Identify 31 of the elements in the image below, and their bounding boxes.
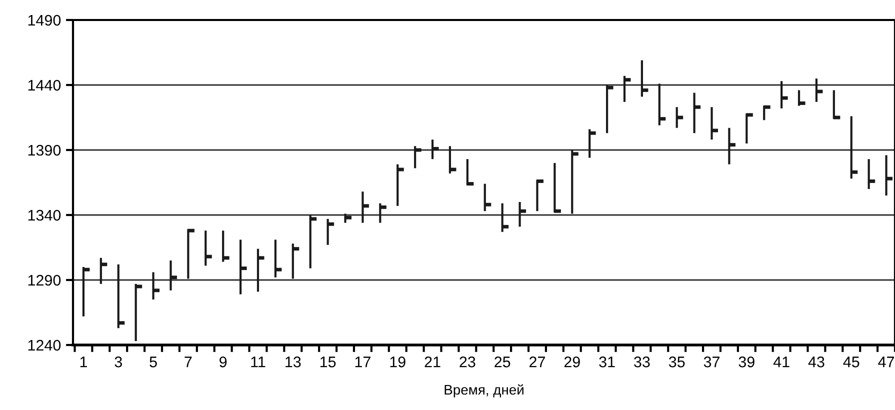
y-tick-label: 1390 xyxy=(28,144,61,156)
x-tick-label: 43 xyxy=(808,356,824,368)
x-tick-label: 45 xyxy=(843,356,860,368)
y-tick-label: 1290 xyxy=(28,274,61,286)
x-tick-label: 37 xyxy=(704,356,720,368)
x-tick-label: 33 xyxy=(634,356,650,368)
x-tick-label: 23 xyxy=(460,356,476,368)
x-tick-label: 17 xyxy=(355,356,370,368)
y-tick-label: 1340 xyxy=(28,210,61,221)
x-tick-label: 39 xyxy=(738,356,754,368)
y-tick-label: 1440 xyxy=(28,80,61,91)
x-tick-label: 1 xyxy=(80,356,87,368)
x-tick-label: 41 xyxy=(773,356,790,368)
x-tick-label: 25 xyxy=(494,356,510,368)
x-tick-label: 7 xyxy=(184,356,192,368)
x-tick-label: 29 xyxy=(564,356,580,368)
x-tick-label: 31 xyxy=(599,356,615,368)
x-tick-label: 27 xyxy=(530,356,545,368)
x-tick-label: 3 xyxy=(114,356,122,368)
x-tick-label: 47 xyxy=(878,356,894,368)
x-tick-label: 5 xyxy=(150,356,157,368)
x-tick-label: 15 xyxy=(320,356,336,368)
y-tick-label: 1240 xyxy=(28,340,61,351)
x-tick-label: 11 xyxy=(251,356,266,368)
x-tick-label: 9 xyxy=(220,356,227,368)
x-tick-label: 35 xyxy=(668,356,685,368)
x-axis-title: Время, дней xyxy=(444,384,524,398)
y-tick-label: 1490 xyxy=(28,14,61,26)
x-tick-label: 13 xyxy=(286,356,301,368)
x-tick-label: 19 xyxy=(390,356,406,368)
x-tick-label: 21 xyxy=(424,356,440,368)
